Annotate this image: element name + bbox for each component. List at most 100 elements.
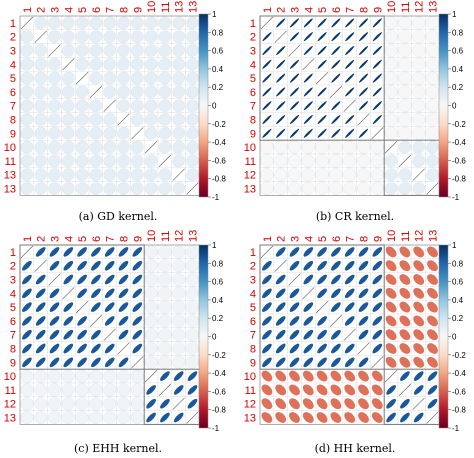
row-tick-label: 7 [10, 330, 16, 342]
correlation-ellipse [385, 343, 397, 354]
correlation-ellipse [34, 411, 48, 424]
correlation-ellipse [158, 355, 172, 369]
correlation-ellipse [330, 370, 342, 382]
correlation-ellipse [315, 140, 329, 154]
col-tick-label: 9 [132, 7, 144, 13]
correlation-ellipse [104, 274, 115, 285]
correlation-ellipse [144, 113, 158, 126]
colorbar [198, 13, 209, 198]
diagonal-line [48, 44, 61, 57]
correlation-ellipse [412, 85, 426, 99]
correlation-ellipse [262, 302, 272, 312]
correlation-ellipse [427, 287, 438, 299]
correlation-ellipse [302, 370, 314, 382]
row-tick-label: 13 [244, 413, 256, 425]
correlation-ellipse [172, 140, 186, 154]
correlation-ellipse [276, 101, 286, 111]
diagonal-line [131, 356, 144, 369]
correlation-ellipse [91, 247, 101, 257]
correlation-ellipse [118, 274, 129, 285]
panel-1: 112233445566778899101011111313131310.80.… [4, 1, 227, 223]
correlation-ellipse [303, 45, 313, 56]
correlation-ellipse [118, 357, 129, 368]
correlation-ellipse [343, 154, 357, 168]
correlation-ellipse [22, 260, 32, 271]
correlation-ellipse [20, 369, 34, 383]
correlation-ellipse [75, 126, 89, 140]
correlation-ellipse [144, 57, 158, 71]
col-tick-label: 10 [386, 230, 398, 242]
correlation-ellipse [399, 315, 411, 327]
correlation-ellipse [384, 168, 398, 182]
correlation-ellipse [372, 260, 383, 271]
correlation-ellipse [144, 286, 158, 300]
correlation-ellipse [49, 260, 60, 271]
correlation-ellipse [172, 154, 186, 168]
colorbar-tick-label: 0 [212, 102, 217, 111]
diagonal-line [89, 314, 103, 328]
correlation-ellipse [262, 128, 272, 138]
correlation-ellipse [34, 397, 48, 411]
correlation-ellipse [426, 30, 439, 44]
correlation-ellipse [261, 384, 273, 396]
correlation-ellipse [274, 140, 288, 154]
correlation-ellipse [317, 247, 327, 257]
correlation-ellipse [288, 182, 301, 195]
correlation-ellipse [413, 385, 424, 395]
row-tick-label: 7 [250, 330, 256, 342]
correlation-ellipse [385, 315, 397, 327]
row-tick-label: 4 [250, 59, 256, 71]
correlation-ellipse [262, 357, 272, 368]
row-tick-label: 6 [250, 316, 256, 328]
colorbar-tick-label: -0.6 [212, 156, 226, 165]
correlation-ellipse [275, 343, 286, 354]
correlation-ellipse [262, 274, 272, 285]
correlation-ellipse [370, 140, 384, 154]
correlation-ellipse [22, 288, 32, 299]
col-tick-label: 1 [262, 236, 274, 242]
col-tick-label: 7 [345, 7, 357, 13]
row-tick-label: 5 [10, 302, 16, 314]
correlation-ellipse [160, 371, 170, 381]
correlation-ellipse [427, 385, 438, 395]
correlation-ellipse [35, 288, 46, 299]
panel-caption: (b) CR kernel. [316, 210, 394, 223]
row-tick-label: 13 [4, 413, 16, 425]
correlation-ellipse [173, 371, 184, 381]
colorbar-tick-label: 0.8 [452, 28, 464, 37]
diagonal-line [329, 85, 343, 99]
row-tick-label: 5 [250, 73, 256, 85]
colorbar-tick-label: -1 [212, 424, 220, 433]
correlation-ellipse [132, 329, 143, 340]
correlation-ellipse [104, 247, 115, 257]
correlation-ellipse [427, 301, 438, 313]
diagonal-line [426, 411, 439, 424]
correlation-ellipse [117, 126, 130, 140]
row-tick-label: 3 [250, 46, 256, 58]
correlation-ellipse [158, 16, 172, 30]
correlation-ellipse [61, 44, 75, 57]
correlation-ellipse [146, 385, 156, 395]
correlation-ellipse [35, 343, 46, 354]
diagonal-line [274, 30, 287, 43]
row-tick-label: 10 [244, 371, 256, 383]
correlation-ellipse [317, 357, 327, 368]
correlation-ellipse [158, 245, 172, 259]
correlation-ellipse [118, 302, 129, 312]
correlation-ellipse [358, 302, 369, 312]
correlation-ellipse [103, 30, 117, 44]
row-tick-label: 1 [250, 247, 256, 259]
correlation-ellipse [400, 412, 410, 423]
row-tick-label: 12 [4, 399, 16, 411]
correlation-ellipse [89, 126, 103, 140]
col-tick-label: 6 [91, 236, 103, 242]
correlation-ellipse [77, 343, 87, 354]
correlation-ellipse [61, 383, 75, 397]
correlation-ellipse [172, 259, 186, 273]
correlation-ellipse [77, 357, 87, 368]
diagonal-line [89, 85, 103, 99]
row-tick-label: 11 [5, 385, 16, 397]
correlation-ellipse [399, 260, 411, 272]
correlation-ellipse [276, 45, 286, 56]
correlation-ellipse [20, 411, 34, 424]
